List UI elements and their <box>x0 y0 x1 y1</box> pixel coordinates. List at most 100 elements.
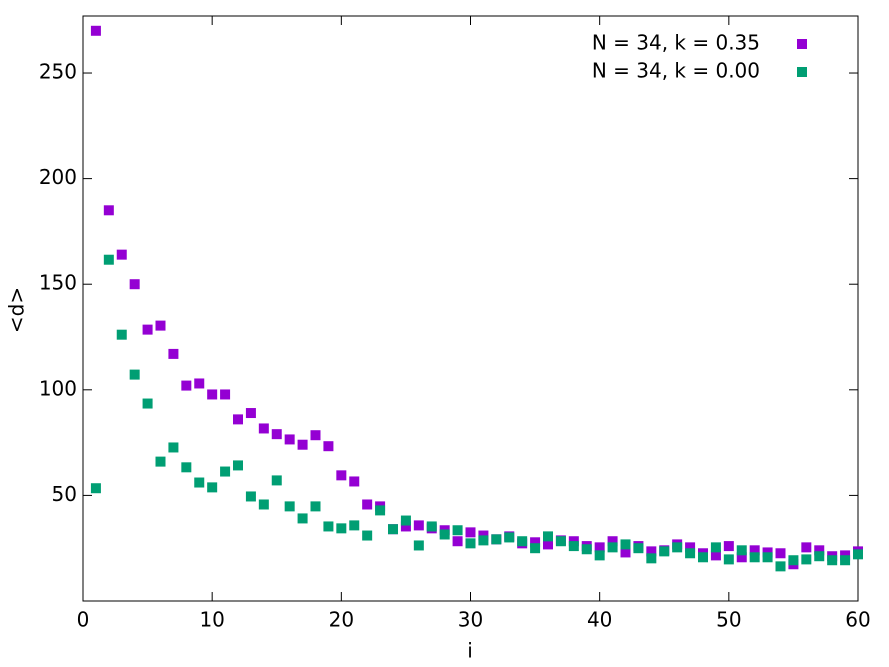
point <box>103 205 114 216</box>
point <box>168 442 179 453</box>
point <box>116 329 127 340</box>
point <box>698 552 708 563</box>
point <box>90 483 101 494</box>
point <box>168 348 179 359</box>
point <box>736 545 747 556</box>
point <box>530 543 541 554</box>
point <box>543 531 553 542</box>
point <box>646 546 657 557</box>
point <box>594 542 605 553</box>
point <box>310 430 321 441</box>
point <box>323 441 334 452</box>
point <box>181 462 192 473</box>
x-axis-label: i <box>467 639 473 663</box>
point <box>749 552 760 563</box>
point <box>465 527 476 538</box>
point <box>233 460 243 471</box>
point <box>491 534 502 545</box>
point <box>607 542 618 553</box>
point <box>413 520 424 531</box>
legend-label: N = 34, k = 0.00 <box>592 59 760 83</box>
point <box>413 540 424 551</box>
point <box>543 539 553 550</box>
point <box>685 548 696 559</box>
point <box>129 279 140 290</box>
point <box>194 378 205 389</box>
point <box>633 543 644 554</box>
plot-frame <box>82 15 859 602</box>
point <box>323 521 334 532</box>
point <box>775 561 786 572</box>
point <box>659 546 670 557</box>
point <box>220 466 231 477</box>
point <box>103 254 114 265</box>
point <box>620 547 631 558</box>
point <box>220 389 231 400</box>
point <box>349 476 360 487</box>
point <box>710 542 721 553</box>
point <box>258 499 269 510</box>
legend-label: N = 34, k = 0.35 <box>592 31 760 55</box>
point <box>607 536 618 547</box>
point <box>388 524 398 535</box>
point <box>349 520 360 531</box>
point <box>297 513 308 524</box>
y-tick-label: 50 <box>52 482 77 506</box>
point <box>336 523 347 534</box>
point <box>465 538 476 549</box>
point <box>685 542 696 553</box>
point <box>620 539 631 550</box>
y-tick-label: 100 <box>39 376 77 400</box>
x-tick-label: 20 <box>329 608 354 632</box>
point <box>646 553 657 564</box>
point <box>439 529 450 540</box>
point <box>749 545 760 556</box>
point <box>814 551 825 562</box>
point <box>271 475 282 486</box>
point <box>142 398 153 409</box>
point <box>723 554 734 565</box>
x-tick-label: 40 <box>587 608 612 632</box>
point <box>827 555 838 566</box>
point <box>400 515 411 526</box>
point <box>271 429 282 440</box>
point <box>297 439 308 450</box>
point <box>400 521 411 532</box>
legend-marker <box>797 67 807 77</box>
point <box>594 550 605 561</box>
y-tick-label: 150 <box>39 271 77 295</box>
x-tick-label: 10 <box>199 608 224 632</box>
point <box>853 549 863 560</box>
legend-marker <box>797 39 807 49</box>
point <box>181 380 192 391</box>
point <box>840 555 851 566</box>
y-axis-label: <d> <box>5 287 29 333</box>
point <box>710 550 721 561</box>
point <box>581 544 592 555</box>
y-tick-label: 250 <box>39 60 77 84</box>
point <box>194 477 205 488</box>
point <box>362 499 373 510</box>
point <box>530 537 541 548</box>
point <box>207 389 218 400</box>
x-tick-label: 50 <box>716 608 741 632</box>
point <box>129 369 140 380</box>
point <box>568 541 579 552</box>
point <box>233 414 243 425</box>
x-tick-label: 30 <box>458 608 483 632</box>
point <box>426 521 437 532</box>
point <box>155 456 166 467</box>
point <box>258 423 269 434</box>
point <box>375 505 386 516</box>
point <box>801 554 812 565</box>
point <box>478 535 489 546</box>
point <box>245 408 256 419</box>
point <box>452 536 463 547</box>
x-tick-label: 60 <box>845 608 870 632</box>
point <box>504 532 515 543</box>
point <box>723 541 734 552</box>
point <box>90 25 101 36</box>
point <box>245 491 256 502</box>
point <box>207 482 218 493</box>
